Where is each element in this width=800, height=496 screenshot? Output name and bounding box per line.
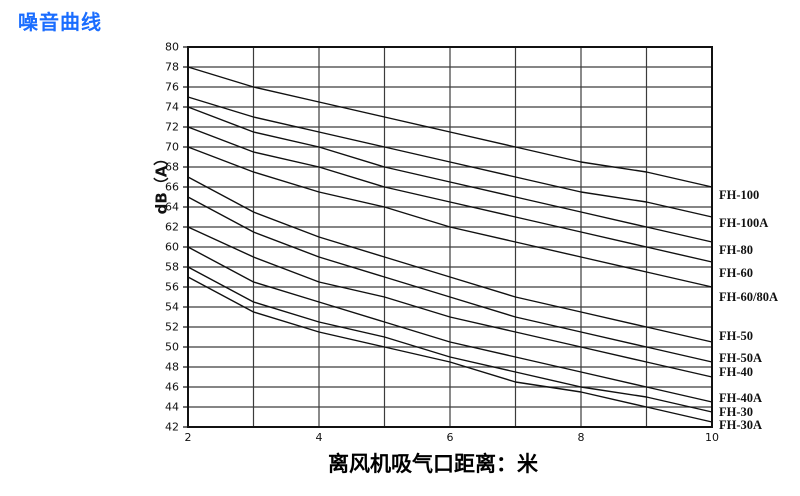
series-label-fh-80: FH-80: [719, 243, 753, 257]
y-tick-label: 50: [165, 341, 179, 354]
series-line-fh-60-80a: [187, 146, 713, 288]
x-tick-label: 4: [316, 431, 323, 444]
y-tick-label: 56: [165, 281, 179, 294]
series-label-fh-40a: FH-40A: [719, 391, 762, 405]
series-line-fh-50: [187, 176, 713, 343]
y-tick-label: 58: [165, 261, 179, 274]
series-label-fh-50: FH-50: [719, 329, 753, 343]
series-label-fh-60: FH-60: [719, 266, 753, 280]
y-tick-label: 44: [165, 401, 179, 414]
y-tick-label: 72: [165, 121, 179, 134]
y-tick-label: 46: [165, 381, 179, 394]
series-label-fh-100a: FH-100A: [719, 216, 768, 230]
x-tick-label: 2: [185, 431, 192, 444]
y-tick-label: 48: [165, 361, 179, 374]
y-tick-label: 70: [165, 141, 179, 154]
x-axis-title: 离风机吸气口距离：米: [328, 452, 538, 476]
series-label-fh-60-80a: FH-60/80A: [719, 290, 778, 304]
y-tick-label: 52: [165, 321, 179, 334]
series-line-fh-100: [187, 66, 713, 188]
series-label-fh-50a: FH-50A: [719, 351, 762, 365]
y-tick-label: 80: [165, 41, 179, 54]
series-line-fh-50a: [187, 196, 713, 363]
y-tick-label: 64: [165, 201, 179, 214]
series-label-fh-30a: FH-30A: [719, 418, 762, 432]
y-tick-label: 66: [165, 181, 179, 194]
x-tick-label: 8: [578, 431, 585, 444]
y-tick-label: 78: [165, 61, 179, 74]
plot-frame: [187, 46, 713, 428]
y-tick-label: 76: [165, 81, 179, 94]
y-tick-label: 54: [165, 301, 179, 314]
series-line-fh-40a: [187, 246, 713, 403]
x-tick-label: 10: [705, 431, 719, 444]
series-line-fh-30a: [187, 276, 713, 423]
series-line-fh-30: [187, 266, 713, 413]
y-tick-label: 68: [165, 161, 179, 174]
y-axis-title: dB（A）: [152, 150, 171, 215]
series-line-fh-60: [187, 126, 713, 263]
x-tick-label: 6: [447, 431, 454, 444]
series-line-fh-40: [187, 226, 713, 378]
series-line-fh-100a: [187, 96, 713, 218]
series-label-fh-100: FH-100: [719, 188, 759, 202]
series-line-fh-80: [187, 106, 713, 243]
y-tick-label: 60: [165, 241, 179, 254]
y-tick-label: 74: [165, 101, 179, 114]
y-tick-label: 62: [165, 221, 179, 234]
y-tick-label: 42: [165, 421, 179, 434]
series-label-fh-40: FH-40: [719, 365, 753, 379]
page-title: 噪音曲线: [18, 10, 102, 34]
series-label-fh-30: FH-30: [719, 405, 753, 419]
